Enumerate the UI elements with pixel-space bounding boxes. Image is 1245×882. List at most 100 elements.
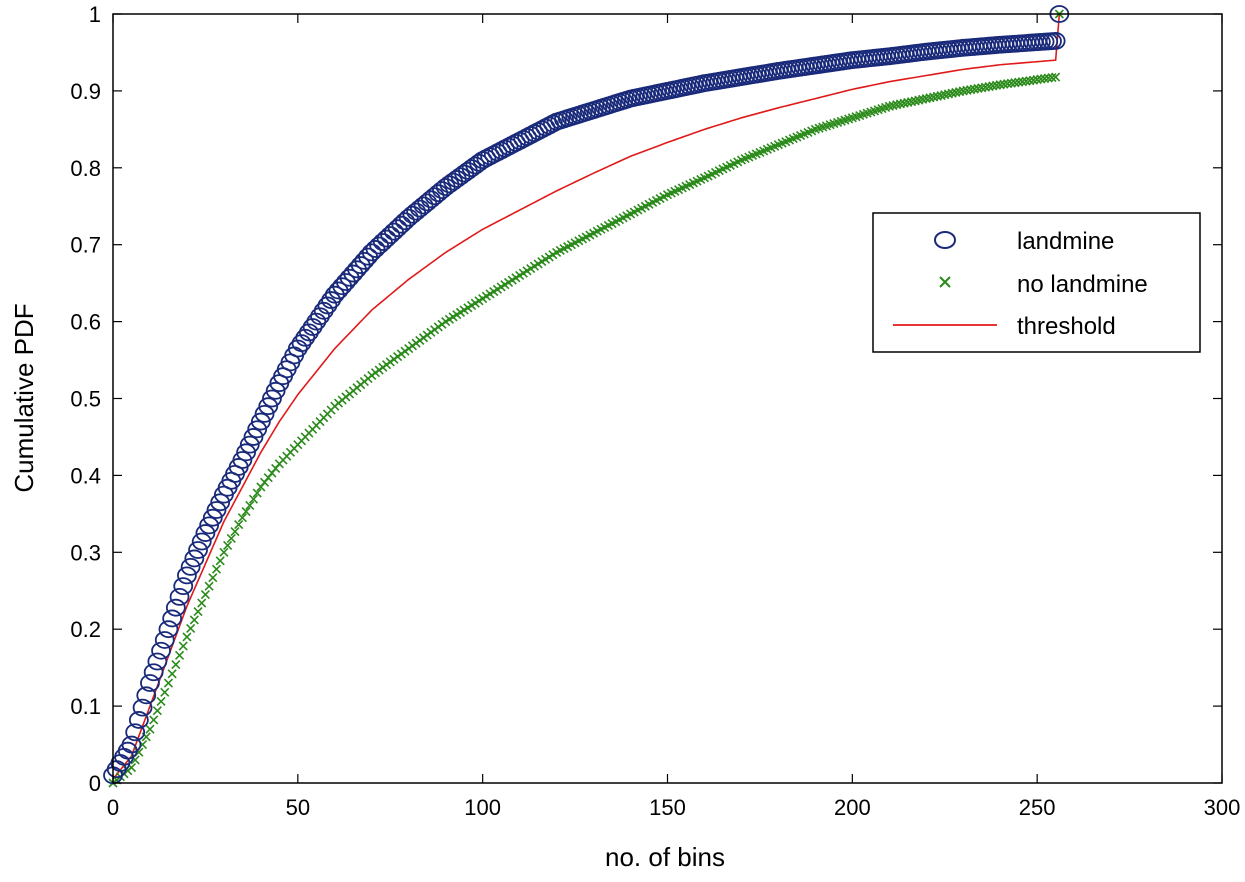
data-point-landmine (413, 196, 434, 215)
data-point-landmine (365, 240, 386, 258)
data-point-landmine (121, 735, 142, 754)
data-point-landmine (191, 532, 212, 551)
data-point-landmine (158, 620, 179, 639)
x-tick-label: 300 (1204, 795, 1241, 820)
data-point-no-landmine (149, 715, 159, 725)
data-point-landmine (169, 588, 190, 606)
data-point-landmine (424, 187, 445, 206)
data-point-landmine (140, 674, 160, 692)
data-point-landmine (180, 558, 201, 576)
data-point-no-landmine (219, 547, 229, 557)
data-point-no-landmine (237, 513, 247, 523)
x-tick-label: 200 (834, 795, 871, 820)
data-point-landmine (125, 723, 146, 742)
data-point-no-landmine (193, 606, 203, 617)
data-point-landmine (232, 451, 253, 469)
data-point-landmine (136, 686, 157, 705)
y-tick-label: 0.2 (70, 617, 101, 642)
data-point-landmine (236, 443, 256, 462)
data-point-landmine (184, 549, 205, 568)
data-point-no-landmine (152, 706, 162, 716)
plot-area (103, 5, 1070, 788)
data-point-no-landmine (223, 540, 233, 550)
data-point-landmine (417, 193, 438, 212)
y-tick-label: 0 (89, 771, 101, 796)
y-tick-label: 0.3 (70, 540, 101, 565)
data-point-landmine (199, 516, 220, 535)
y-tick-label: 0.7 (70, 233, 101, 258)
y-tick-label: 1 (89, 2, 101, 27)
data-point-no-landmine (178, 641, 188, 651)
data-point-no-landmine (174, 650, 185, 660)
data-point-no-landmine (226, 533, 236, 544)
data-point-no-landmine (171, 660, 181, 670)
data-point-no-landmine (182, 632, 192, 642)
threshold-line (112, 13, 1061, 780)
data-point-no-landmine (248, 494, 259, 504)
data-point-no-landmine (241, 506, 251, 517)
data-point-landmine (428, 184, 449, 203)
legend-no-landmine-label: no landmine (1017, 271, 1148, 298)
data-point-landmine (376, 229, 397, 248)
data-point-no-landmine (245, 500, 255, 510)
data-point-landmine (151, 641, 171, 660)
data-point-landmine (402, 205, 423, 224)
data-point-landmine (195, 524, 216, 542)
data-point-no-landmine (156, 696, 166, 707)
data-point-landmine (247, 420, 268, 439)
data-point-landmine (369, 236, 390, 255)
data-point-landmine (387, 219, 408, 238)
y-tick-label: 0.8 (70, 156, 101, 181)
legend-no-landmine-marker (939, 276, 951, 288)
data-point-no-landmine (215, 556, 225, 566)
data-point-landmine (206, 501, 227, 519)
data-point-no-landmine (197, 598, 207, 608)
data-point-no-landmine (167, 669, 177, 679)
data-point-landmine (380, 226, 401, 244)
data-point-landmine (128, 711, 149, 729)
y-tick-label: 0.4 (70, 463, 101, 488)
data-point-landmine (1045, 32, 1066, 50)
data-point-landmine (384, 222, 404, 241)
data-point-landmine (395, 212, 415, 231)
data-point-no-landmine (189, 615, 199, 625)
data-point-landmine (398, 208, 419, 227)
data-point-landmine (173, 577, 194, 596)
data-point-no-landmine (208, 573, 218, 583)
y-tick-label: 0.1 (70, 694, 101, 719)
axis-ticks: 0 50 100 150 200 250 300 0 0.1 0.2 0.3 0.4 0.5 0.6 0.7… (70, 2, 1240, 820)
data-point-no-landmine (234, 520, 244, 530)
data-point-landmine (177, 566, 197, 585)
data-point-no-landmine (145, 724, 155, 734)
data-point-landmine (239, 435, 260, 454)
data-point-landmine (210, 493, 231, 512)
data-point-landmine (147, 652, 168, 671)
series-landmine (103, 5, 1070, 785)
data-point-landmine (361, 243, 382, 262)
data-point-landmine (250, 412, 271, 431)
data-point-landmine (406, 202, 427, 221)
data-point-landmine (243, 428, 264, 446)
data-point-no-landmine (252, 488, 262, 498)
data-point-landmine (188, 541, 208, 559)
data-point-landmine (154, 631, 175, 649)
data-point-landmine (132, 698, 153, 717)
data-point-landmine (421, 190, 441, 209)
data-point-landmine (391, 215, 412, 234)
y-tick-label: 0.5 (70, 387, 101, 412)
x-tick-label: 0 (107, 795, 119, 820)
data-point-landmine (409, 199, 430, 218)
data-point-no-landmine (163, 678, 174, 688)
data-point-no-landmine (230, 526, 240, 537)
data-point-no-landmine (211, 564, 222, 574)
data-point-landmine (258, 397, 279, 416)
legend-landmine-marker (934, 231, 956, 249)
x-tick-label: 100 (464, 795, 501, 820)
legend-landmine-label: landmine (1017, 228, 1114, 255)
x-tick-label: 50 (286, 795, 310, 820)
legend-box (872, 212, 1201, 353)
data-point-landmine (162, 609, 183, 628)
data-point-landmine (372, 233, 393, 251)
